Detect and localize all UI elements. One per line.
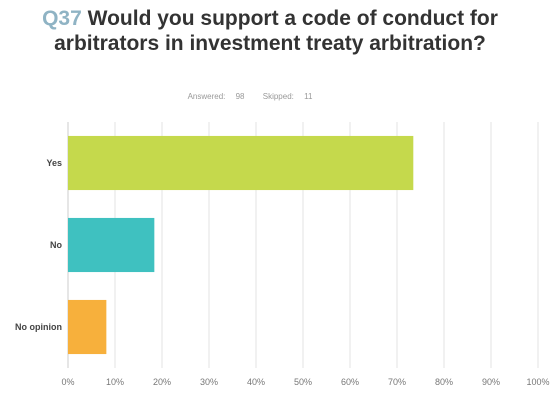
x-tick-label: 90%: [482, 377, 500, 387]
bar-yes: [68, 135, 414, 191]
category-label: Yes: [46, 158, 62, 168]
skipped-value: 11: [304, 92, 313, 101]
skipped-label: Skipped:: [262, 92, 294, 101]
question-number: Q37: [42, 7, 82, 30]
x-tick-label: 50%: [294, 377, 312, 387]
category-label: No opinion: [15, 322, 62, 332]
x-tick-label: 100%: [526, 377, 549, 387]
bar-no: [68, 217, 155, 273]
answered-label: Answered:: [187, 92, 226, 101]
answered-value: 98: [235, 92, 245, 101]
x-tick-label: 70%: [388, 377, 406, 387]
question-text: Would you support a code of conduct for …: [54, 7, 498, 55]
x-tick-label: 80%: [435, 377, 453, 387]
x-tick-label: 10%: [106, 377, 124, 387]
category-label: No: [50, 240, 62, 250]
response-summary: Answered: 98 Skipped: 11: [0, 92, 500, 101]
x-tick-label: 0%: [61, 377, 74, 387]
chart-title: Q37 Would you support a code of conduct …: [40, 6, 500, 56]
bar-no-opinion: [68, 299, 107, 355]
answered-count: Answered: 98: [184, 92, 249, 101]
x-tick-label: 40%: [247, 377, 265, 387]
skipped-count: Skipped: 11: [259, 92, 317, 101]
x-tick-label: 60%: [341, 377, 359, 387]
x-tick-label: 20%: [153, 377, 171, 387]
x-tick-label: 30%: [200, 377, 218, 387]
